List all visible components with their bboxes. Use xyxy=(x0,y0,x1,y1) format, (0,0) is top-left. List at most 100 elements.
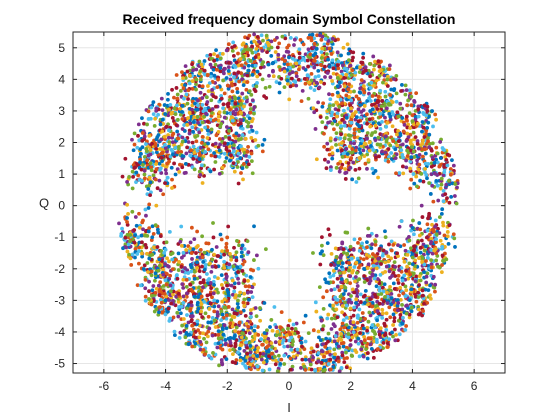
constellation-point xyxy=(194,251,198,255)
constellation-point xyxy=(424,132,429,136)
constellation-point xyxy=(217,154,222,159)
constellation-point xyxy=(207,108,212,113)
constellation-point xyxy=(324,115,329,120)
constellation-point xyxy=(171,152,175,157)
constellation-point xyxy=(386,101,391,106)
constellation-point xyxy=(228,252,232,256)
constellation-point xyxy=(452,236,457,241)
constellation-point xyxy=(434,157,438,162)
constellation-point xyxy=(333,352,337,357)
constellation-point xyxy=(269,54,274,58)
constellation-point xyxy=(306,47,311,52)
constellation-point xyxy=(370,131,375,136)
constellation-point xyxy=(198,280,203,285)
constellation-point xyxy=(373,258,378,263)
constellation-point xyxy=(391,312,396,317)
constellation-point xyxy=(171,292,175,297)
constellation-point xyxy=(294,321,299,326)
constellation-point xyxy=(279,76,284,81)
constellation-point xyxy=(236,281,241,286)
constellation-point xyxy=(391,281,396,286)
constellation-point xyxy=(309,367,314,372)
constellation-point xyxy=(142,176,147,181)
constellation-point xyxy=(142,168,147,173)
constellation-point xyxy=(215,254,220,258)
constellation-point xyxy=(327,271,332,276)
constellation-point xyxy=(404,324,408,328)
constellation-point xyxy=(438,186,443,191)
constellation-point xyxy=(222,305,227,310)
constellation-point xyxy=(179,224,184,229)
constellation-point xyxy=(397,268,401,272)
constellation-point xyxy=(164,124,169,129)
constellation-point xyxy=(330,92,335,97)
constellation-point xyxy=(134,223,139,228)
constellation-point xyxy=(178,88,183,93)
constellation-point xyxy=(438,238,443,243)
constellation-point xyxy=(332,287,337,292)
constellation-point xyxy=(158,297,163,302)
constellation-point xyxy=(243,284,248,289)
constellation-point xyxy=(256,333,261,337)
constellation-point xyxy=(393,274,398,278)
constellation-point xyxy=(133,165,138,170)
constellation-point xyxy=(263,335,267,340)
constellation-point xyxy=(261,38,265,43)
constellation-point xyxy=(248,350,253,355)
constellation-point xyxy=(186,342,191,347)
constellation-point xyxy=(217,148,222,153)
constellation-point xyxy=(154,203,159,208)
constellation-point xyxy=(372,276,377,281)
constellation-point xyxy=(443,155,448,159)
constellation-point xyxy=(398,312,403,317)
constellation-point xyxy=(432,229,436,234)
constellation-point xyxy=(347,297,352,302)
constellation-point xyxy=(341,151,346,156)
constellation-point xyxy=(348,89,353,94)
constellation-point xyxy=(362,104,367,108)
constellation-point xyxy=(252,111,256,116)
constellation-point xyxy=(442,170,447,174)
constellation-point xyxy=(150,224,155,229)
constellation-point xyxy=(390,124,395,129)
constellation-point xyxy=(303,81,308,86)
constellation-point xyxy=(375,107,380,111)
constellation-point xyxy=(376,135,381,140)
constellation-point xyxy=(350,58,355,63)
constellation-point xyxy=(154,286,159,291)
constellation-point xyxy=(228,107,232,112)
constellation-point xyxy=(403,83,408,88)
constellation-point xyxy=(246,68,251,73)
constellation-point xyxy=(340,162,345,167)
constellation-point xyxy=(350,68,355,73)
constellation-point xyxy=(248,107,253,111)
constellation-point xyxy=(195,107,200,112)
constellation-point xyxy=(420,293,425,298)
constellation-point xyxy=(181,250,186,255)
constellation-point xyxy=(263,86,268,90)
constellation-point xyxy=(334,307,339,312)
constellation-point xyxy=(329,52,334,56)
constellation-point xyxy=(356,119,361,124)
constellation-point xyxy=(153,116,158,121)
constellation-point xyxy=(222,252,227,257)
constellation-point xyxy=(430,109,435,113)
constellation-point xyxy=(290,364,295,369)
constellation-point xyxy=(358,115,363,120)
constellation-point xyxy=(230,278,235,283)
constellation-point xyxy=(276,52,281,57)
constellation-point xyxy=(244,273,249,278)
constellation-point xyxy=(216,336,221,341)
constellation-point xyxy=(344,146,349,151)
constellation-point xyxy=(316,100,321,105)
constellation-point xyxy=(342,360,347,364)
constellation-point xyxy=(240,166,245,171)
constellation-point xyxy=(200,234,205,239)
constellation-point xyxy=(358,331,362,335)
constellation-point xyxy=(173,172,178,177)
constellation-point xyxy=(301,42,306,47)
constellation-point xyxy=(160,150,165,155)
constellation-point xyxy=(235,265,240,270)
constellation-point xyxy=(255,349,260,354)
constellation-point xyxy=(182,123,187,127)
